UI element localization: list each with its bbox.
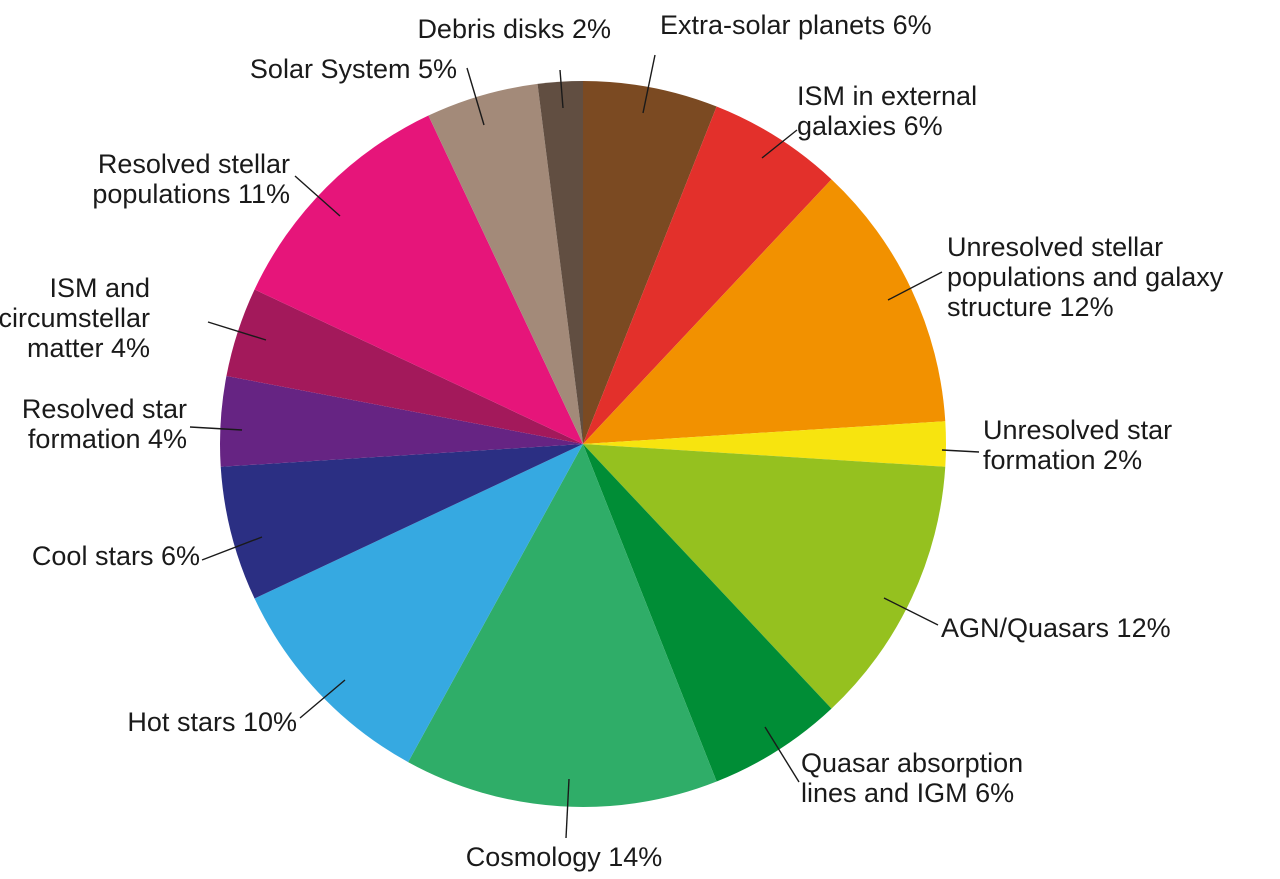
slice-label-line: Unresolved stellar: [947, 232, 1163, 262]
slice-label: Solar System 5%: [250, 54, 457, 84]
leader-line: [189, 426, 243, 431]
leader-line: [565, 778, 570, 839]
slice-label: Cosmology 14%: [466, 842, 663, 872]
leader-line: [764, 726, 800, 783]
leader-line: [201, 536, 263, 561]
slice-label: Hot stars 10%: [127, 707, 297, 737]
leader-line: [887, 271, 943, 301]
pie-slice: [583, 421, 946, 467]
slice-label-line: structure 12%: [947, 292, 1114, 322]
slice-label-line: lines and IGM 6%: [801, 778, 1014, 808]
pie-slices: [220, 81, 946, 808]
slice-label: Unresolved stellar populations and galaxy…: [947, 232, 1224, 322]
pie-slice: [583, 179, 946, 444]
slice-label-line: Debris disks 2%: [417, 14, 611, 44]
slice-label-line: Resolved star: [22, 394, 187, 424]
leader-line: [207, 321, 267, 341]
leader-line: [941, 449, 980, 453]
slice-label-line: Hot stars 10%: [127, 707, 297, 737]
pie-slice: [583, 106, 832, 445]
slice-label-line: Extra-solar planets 6%: [660, 10, 932, 40]
pie-slice: [220, 375, 583, 467]
pie-slice: [226, 289, 583, 444]
leader-line: [761, 129, 798, 159]
leader-lines: [189, 54, 980, 839]
pie-slice: [537, 81, 583, 444]
leader-line: [299, 679, 346, 719]
pie-slice: [583, 444, 946, 709]
leader-line: [883, 597, 939, 626]
slice-label-line: AGN/Quasars 12%: [941, 613, 1171, 643]
slice-label-line: formation 4%: [28, 424, 187, 454]
slice-label-line: Unresolved star: [983, 415, 1172, 445]
slice-label-line: matter 4%: [27, 333, 150, 363]
leader-line: [466, 67, 485, 126]
slice-label-line: ISM in external: [797, 81, 977, 111]
slice-label: Debris disks 2%: [417, 14, 611, 44]
leader-line: [559, 69, 564, 109]
slice-label-line: galaxies 6%: [797, 111, 943, 141]
slice-label-line: Resolved stellar: [98, 149, 290, 179]
pie-slice: [408, 444, 717, 808]
slice-label: ISM in external galaxies 6%: [797, 81, 977, 141]
slice-label: Cool stars 6%: [32, 541, 200, 571]
pie-slice: [428, 83, 583, 445]
slice-label-line: Cosmology 14%: [466, 842, 663, 872]
slice-label-line: populations and galaxy: [947, 262, 1224, 292]
pie-slice: [254, 115, 584, 445]
slice-label: Extra-solar planets 6%: [660, 10, 932, 40]
slice-label-line: formation 2%: [983, 445, 1142, 475]
slice-label-line: populations 11%: [92, 179, 290, 209]
slice-labels: Extra-solar planets 6% ISM in external gal…: [0, 10, 1224, 872]
slice-label: Unresolved star formation 2%: [983, 415, 1172, 475]
slice-label: ISM and circumstellar matter 4%: [0, 273, 150, 363]
slice-label: Quasar absorption lines and IGM 6%: [801, 748, 1023, 808]
slice-label-line: ISM and: [49, 273, 150, 303]
slice-label-line: Solar System 5%: [250, 54, 457, 84]
slice-label-line: circumstellar: [0, 303, 150, 333]
slice-label: Resolved star formation 4%: [22, 394, 187, 454]
pie-slice: [583, 81, 717, 444]
pie-slice: [583, 444, 832, 782]
slice-label: Resolved stellar populations 11%: [92, 149, 290, 209]
leader-line: [294, 175, 341, 217]
slice-label: AGN/Quasars 12%: [941, 613, 1171, 643]
pie-slice: [254, 444, 584, 763]
slice-label-line: Cool stars 6%: [32, 541, 200, 571]
leader-line: [642, 54, 656, 114]
pie-slice: [220, 444, 583, 599]
slice-label-line: Quasar absorption: [801, 748, 1023, 778]
